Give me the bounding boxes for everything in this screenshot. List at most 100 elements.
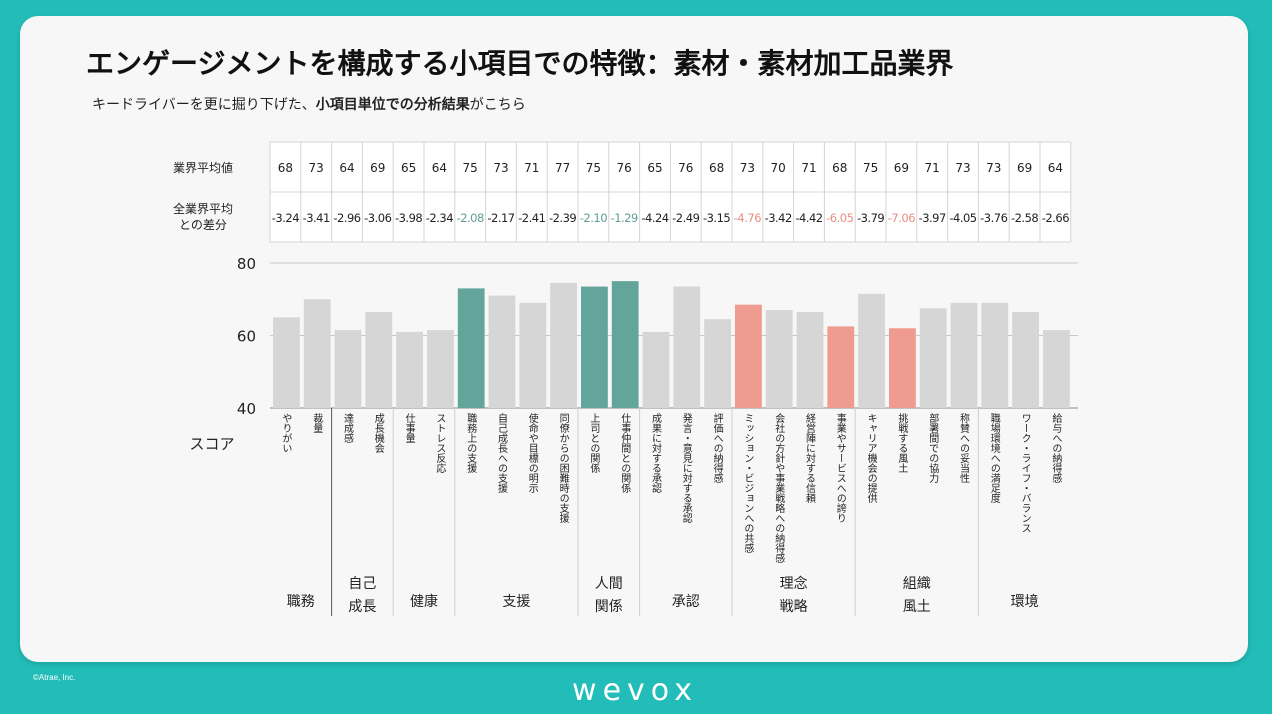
diff-value: -2.66 [1042,211,1069,225]
group-label: 人間 [595,576,623,592]
bar [735,304,762,408]
industry-avg-value: 75 [463,161,478,175]
diff-value: -2.39 [549,211,576,225]
diff-value: -3.98 [395,211,422,225]
bar [611,281,639,408]
bar [396,331,423,408]
industry-avg-value: 68 [278,161,293,175]
bar [550,282,577,408]
group-label: 組織 [903,576,931,592]
bar [981,302,1009,408]
industry-avg-value: 64 [339,161,354,175]
bar [581,286,608,408]
category-label: 成長機会 [372,413,384,454]
group-label: 自己 [348,576,376,592]
category-label: 成果に対する承認 [650,413,662,494]
industry-avg-value: 69 [1017,161,1032,175]
diff-value: -3.76 [980,211,1007,225]
score-label: スコア [189,435,234,453]
y-tick-label: 60 [237,328,256,346]
bar [427,330,454,408]
diff-value: -3.97 [919,211,946,225]
diff-value: -6.05 [826,211,853,225]
diff-value: -3.41 [303,211,330,225]
diff-value: -1.29 [611,211,638,225]
category-label: 職務上の支援 [465,413,477,474]
category-label: 部署間での協力 [927,412,939,484]
diff-value: -3.24 [272,211,299,225]
industry-avg-value: 71 [925,161,940,175]
diff-value: -3.15 [703,211,730,225]
diff-value: -2.34 [426,211,453,225]
category-label: 同僚からの困難時の支援 [557,413,569,524]
industry-avg-value: 68 [709,161,724,175]
industry-avg-value: 73 [986,161,1001,175]
industry-avg-value: 75 [586,161,601,175]
diff-value: -7.06 [888,211,915,225]
group-label: 支援 [502,594,530,610]
industry-avg-value: 76 [617,161,632,175]
group-label: 風土 [903,599,931,615]
diff-value: -2.49 [672,211,699,225]
subtitle-bold: 小項目単位での分析結果 [315,97,470,113]
category-label: 仕事量 [403,412,415,443]
industry-avg-value: 64 [432,161,447,175]
bar [858,293,885,408]
category-label: 発言・意見に対する承認 [680,412,692,524]
category-label: 上司との関係 [588,413,600,474]
category-label: 仕事仲間との関係 [619,412,631,494]
industry-avg-value: 65 [401,161,416,175]
category-label: ストレス反応 [434,413,446,473]
industry-avg-value: 77 [555,161,570,175]
group-label: 健康 [410,593,438,610]
diff-value: -2.96 [333,211,360,225]
bar [919,308,947,408]
industry-avg-value: 73 [493,161,508,175]
y-tick-label: 80 [237,255,256,273]
industry-avg-value: 69 [370,161,385,175]
group-label: 環境 [1011,594,1039,610]
page-title: エンゲージメントを構成する小項目での特徴：素材・素材加工品業界 [86,47,954,80]
diff-value: -2.08 [457,211,484,225]
bar [827,326,855,408]
bar [303,299,331,408]
group-label: 戦略 [780,599,808,615]
industry-avg-value: 73 [309,161,324,175]
industry-avg-value: 65 [647,161,662,175]
subtitle-pre: キードライバーを更に掘り下げた、 [92,97,316,113]
category-label: 事業やサービスへの誇り [834,412,846,523]
logo-text: wevox [572,673,698,708]
industry-avg-value: 68 [832,161,847,175]
category-label: 会社の方針や事業戦略への納得感 [773,412,785,563]
wevox-logo: wevox [572,673,698,708]
category-label: 使命や目標の明示 [526,412,538,493]
diff-value: -3.79 [857,211,884,225]
category-label: 自己成長への支援 [496,412,508,494]
diff-value: -2.10 [580,211,607,225]
category-label: 挑戦する風土 [896,412,908,473]
category-label: やりがい [280,413,292,453]
group-label: 成長 [348,599,376,615]
subtitle-post: がこちら [469,97,526,113]
bar [704,319,731,408]
bar [334,330,362,408]
diff-value: -2.58 [1011,211,1038,225]
bar [765,310,793,408]
category-label: 達成感 [342,413,354,443]
industry-avg-value: 76 [678,161,693,175]
bar [1043,330,1070,408]
category-label: ミッション・ビジョンへの共感 [742,413,754,553]
bar [673,286,701,408]
industry-avg-value: 73 [740,161,755,175]
bar [950,302,978,408]
bar [796,311,824,408]
industry-avg-value: 73 [955,161,970,175]
group-label: 職務 [287,594,315,610]
diff-value: -2.17 [487,211,514,225]
bar [1012,311,1039,408]
table-row-label-avg: 業界平均値 [173,160,233,175]
bar [273,317,300,408]
bar [488,295,516,408]
bar [642,331,670,408]
table-row-label-diff: との差分 [179,218,227,232]
